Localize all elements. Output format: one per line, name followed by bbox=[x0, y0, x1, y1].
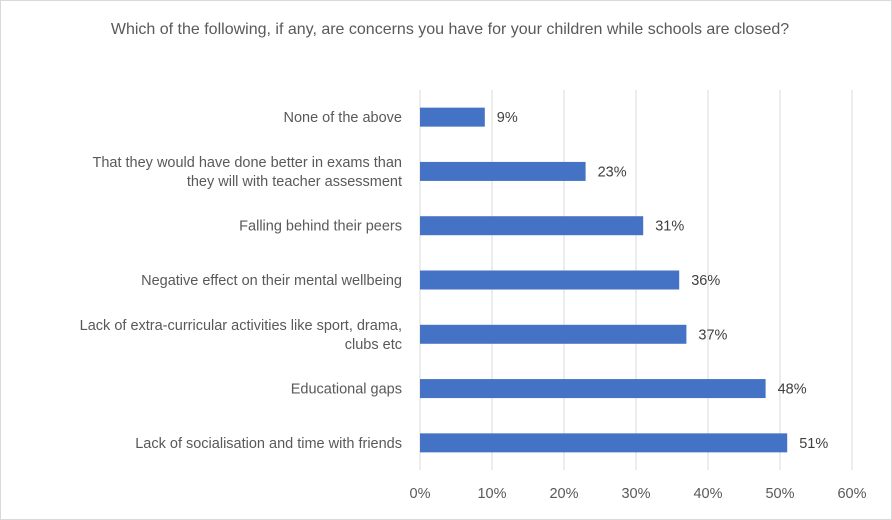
category-label: Lack of extra-curricular activities like… bbox=[80, 318, 402, 353]
category-label: Educational gaps bbox=[291, 382, 402, 398]
data-label: 37% bbox=[698, 327, 727, 343]
data-label: 23% bbox=[598, 164, 627, 180]
category-label: That they would have done better in exam… bbox=[92, 155, 402, 190]
x-tick-label: 30% bbox=[621, 486, 650, 502]
data-label: 48% bbox=[778, 382, 807, 398]
x-tick-label: 50% bbox=[765, 486, 794, 502]
x-tick-label: 20% bbox=[549, 486, 578, 502]
bar bbox=[420, 379, 766, 399]
chart-title: Which of the following, if any, are conc… bbox=[110, 21, 790, 38]
data-label: 9% bbox=[497, 110, 518, 126]
x-tick-label: 10% bbox=[477, 486, 506, 502]
x-tick-label: 0% bbox=[410, 486, 431, 502]
category-label: None of the above bbox=[283, 110, 402, 126]
data-label: 51% bbox=[799, 436, 828, 452]
category-label: Negative effect on their mental wellbein… bbox=[141, 273, 402, 289]
category-label: Lack of socialisation and time with frie… bbox=[135, 436, 402, 452]
category-label: Falling behind their peers bbox=[239, 219, 402, 235]
x-tick-label: 40% bbox=[693, 486, 722, 502]
bar bbox=[420, 324, 687, 344]
data-label: 31% bbox=[655, 219, 684, 235]
bar bbox=[420, 216, 644, 236]
bar bbox=[420, 433, 788, 453]
bar bbox=[420, 270, 680, 290]
data-label: 36% bbox=[691, 273, 720, 289]
bar bbox=[420, 107, 485, 127]
bar bbox=[420, 161, 586, 181]
x-tick-label: 60% bbox=[837, 486, 866, 502]
